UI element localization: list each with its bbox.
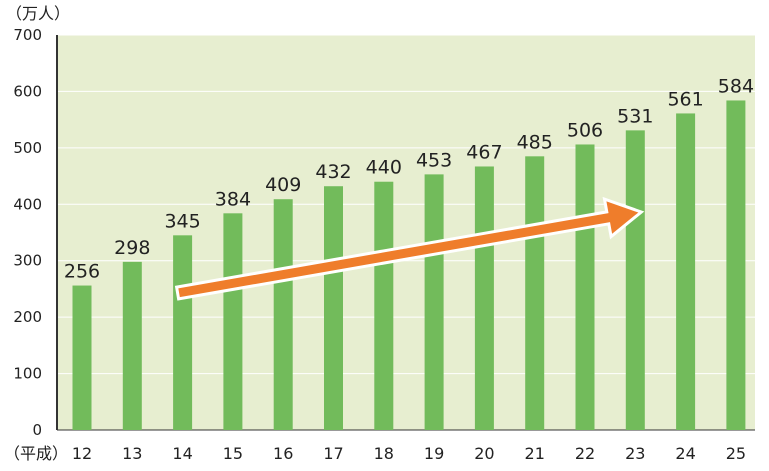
x-tick-label: 22 (575, 444, 595, 463)
bar (72, 285, 92, 430)
data-label: 256 (64, 261, 100, 283)
bar (676, 113, 696, 430)
data-label: 531 (617, 105, 653, 127)
y-tick-label: 300 (13, 252, 42, 270)
bar (223, 213, 243, 430)
data-label: 467 (466, 141, 502, 163)
y-tick-label: 100 (13, 365, 42, 383)
x-axis-ticks: （平成） 12 13 14 15 16 17 18 19 20 21 22 23 24 25 (4, 444, 746, 463)
y-axis-ticks: 0 100 200 300 400 500 600 700 (13, 26, 42, 439)
x-tick-label: 19 (424, 444, 444, 463)
x-tick-label: 21 (525, 444, 545, 463)
x-tick-label: 12 (72, 444, 92, 463)
data-label: 432 (315, 161, 351, 183)
plot-area (57, 35, 755, 430)
bar (173, 235, 193, 430)
x-tick-label: 13 (122, 444, 142, 463)
data-label: 384 (215, 188, 251, 210)
y-tick-label: 200 (13, 308, 42, 326)
bar (122, 261, 142, 430)
bar (575, 144, 595, 430)
y-tick-label: 500 (13, 139, 42, 157)
x-tick-label: 24 (675, 444, 695, 463)
y-tick-label: 700 (13, 26, 42, 44)
data-label: 506 (567, 119, 603, 141)
data-label: 584 (718, 75, 754, 97)
bar (726, 100, 746, 430)
x-tick-label: 20 (474, 444, 494, 463)
data-label: 561 (667, 88, 703, 110)
trend-arrow (174, 196, 645, 301)
data-label: 345 (164, 210, 200, 232)
y-tick-label: 0 (32, 421, 42, 439)
bar (324, 186, 343, 430)
x-tick-label: 15 (223, 444, 243, 463)
x-axis-era-label: （平成） (4, 444, 68, 463)
bar (273, 199, 293, 430)
data-label: 485 (517, 131, 553, 153)
y-tick-label: 600 (13, 82, 42, 100)
data-label: 409 (265, 174, 301, 196)
bar (525, 156, 545, 431)
bar (625, 130, 645, 430)
x-tick-label: 16 (273, 444, 293, 463)
y-axis-unit-label: （万人） (6, 4, 70, 23)
x-tick-label: 14 (172, 444, 192, 463)
data-label: 440 (366, 157, 402, 179)
x-tick-label: 17 (323, 444, 343, 463)
data-label: 453 (416, 149, 452, 171)
bar (424, 174, 444, 430)
bar (474, 166, 494, 430)
x-tick-label: 18 (374, 444, 394, 463)
data-labels: 256 298 345 384 409 432 440 453 467 485 506 531 561 5… (64, 75, 754, 282)
y-tick-label: 400 (13, 195, 42, 213)
bar (374, 181, 394, 430)
data-label: 298 (114, 237, 150, 259)
x-tick-label: 23 (625, 444, 645, 463)
x-tick-label: 25 (726, 444, 746, 463)
trend-arrow-shape (174, 196, 645, 301)
